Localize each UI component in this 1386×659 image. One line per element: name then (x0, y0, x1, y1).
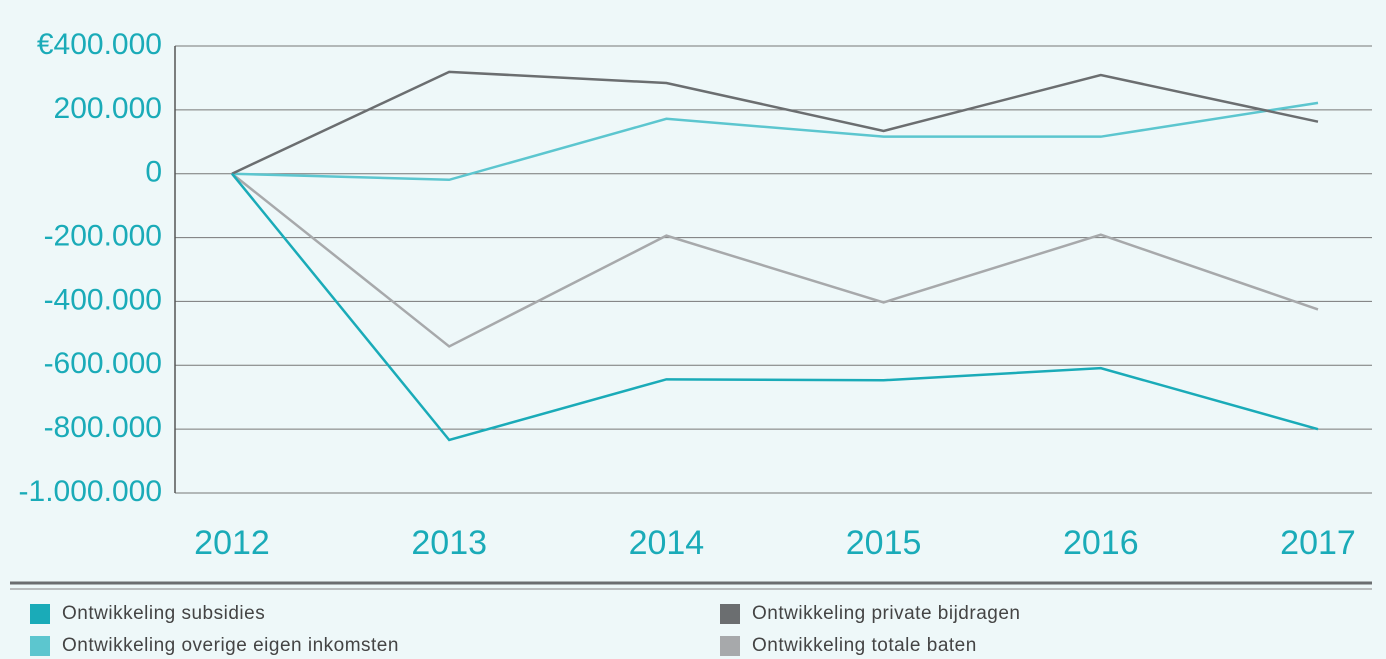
legend-swatch (720, 604, 740, 624)
legend-label: Ontwikkeling totale baten (752, 635, 977, 656)
legend-label: Ontwikkeling overige eigen inkomsten (62, 635, 399, 656)
legend-swatch (720, 636, 740, 656)
y-tick-label: 0 (145, 156, 162, 189)
legend-swatch (30, 636, 50, 656)
y-tick-label: 200.000 (54, 92, 162, 125)
x-tick-label: 2015 (846, 524, 922, 562)
series-line (231, 70, 1319, 175)
y-tick-label: €400.000 (37, 28, 162, 61)
x-tick-label: 2017 (1280, 524, 1356, 562)
x-tick-label: 2012 (194, 524, 270, 562)
series-line (231, 172, 1319, 442)
x-tick-label: 2013 (411, 524, 487, 562)
x-tick-label: 2014 (629, 524, 705, 562)
series-line (231, 101, 1319, 182)
y-tick-label: -400.000 (44, 283, 162, 316)
legend-label: Ontwikkeling subsidies (62, 603, 265, 624)
legend-swatch (30, 604, 50, 624)
y-tick-label: -600.000 (44, 347, 162, 380)
series-line (231, 172, 1319, 348)
y-tick-label: -200.000 (44, 219, 162, 252)
y-tick-label: -1.000.000 (19, 475, 162, 508)
x-tick-label: 2016 (1063, 524, 1139, 562)
y-tick-label: -800.000 (44, 411, 162, 444)
legend-label: Ontwikkeling private bijdragen (752, 603, 1020, 624)
